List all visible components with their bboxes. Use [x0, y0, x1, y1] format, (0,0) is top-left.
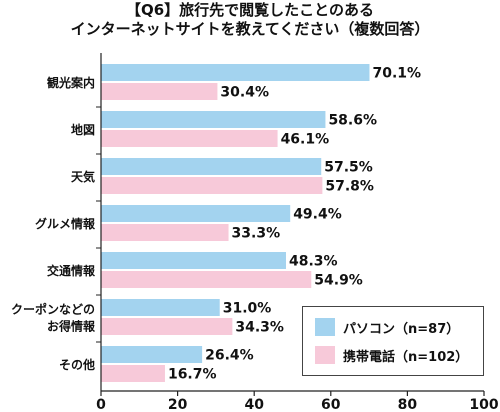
category-label-5-1: お得情報	[47, 319, 96, 334]
bar-mobile-2	[101, 177, 323, 194]
value-label-pc-0: 70.1%	[372, 66, 421, 82]
category-label-2: 天気	[71, 169, 95, 184]
bar-pc-5	[101, 299, 220, 316]
category-label-6: その他	[59, 357, 95, 372]
x-tick-label-1: 20	[168, 397, 188, 412]
value-label-pc-2: 57.5%	[324, 160, 373, 176]
category-label-1: 地図	[71, 122, 95, 137]
x-tick-label-2: 40	[244, 397, 264, 412]
legend-label-pc: パソコン（n=87）	[343, 321, 460, 337]
legend-item-mobile: 携帯電話（n=102）	[315, 345, 468, 365]
legend-item-pc: パソコン（n=87）	[315, 317, 459, 337]
bar-mobile-0	[101, 83, 218, 100]
bar-mobile-6	[101, 365, 165, 382]
bar-mobile-5	[101, 318, 233, 335]
x-tick-label-5: 100	[469, 397, 498, 412]
value-label-mobile-5: 34.3%	[235, 320, 284, 336]
value-label-mobile-0: 30.4%	[220, 85, 269, 101]
value-label-pc-4: 48.3%	[289, 254, 338, 270]
legend-swatch-pc	[315, 318, 335, 336]
bar-pc-4	[101, 252, 286, 269]
category-label-3: グルメ情報	[35, 216, 96, 231]
value-label-mobile-1: 46.1%	[281, 132, 330, 148]
bar-mobile-1	[101, 130, 278, 147]
bar-pc-6	[101, 346, 203, 363]
x-tick-label-0: 0	[96, 397, 106, 412]
value-label-mobile-4: 54.9%	[314, 273, 363, 289]
legend: パソコン（n=87） 携帯電話（n=102）	[302, 306, 484, 376]
x-tick-label-3: 60	[321, 397, 341, 412]
value-label-mobile-3: 33.3%	[232, 226, 281, 242]
value-label-pc-6: 26.4%	[205, 348, 254, 364]
category-label-5-0: クーポンなどの	[11, 302, 95, 317]
bar-mobile-4	[101, 271, 312, 288]
value-label-mobile-2: 57.8%	[325, 179, 374, 195]
chart-title-line2: インターネットサイトを教えてください（複数回答）	[70, 20, 430, 38]
value-label-pc-3: 49.4%	[293, 207, 342, 223]
value-label-pc-5: 31.0%	[223, 301, 272, 317]
bar-pc-2	[101, 158, 322, 175]
bar-pc-1	[101, 111, 326, 128]
category-label-0: 観光案内	[47, 75, 95, 90]
legend-swatch-mobile	[315, 346, 335, 364]
legend-label-mobile: 携帯電話（n=102）	[343, 349, 469, 365]
x-tick-label-4: 80	[398, 397, 418, 412]
bar-pc-0	[101, 64, 370, 81]
bar-pc-3	[101, 205, 291, 222]
chart-title-line1: 【Q6】旅行先で閲覧したことのある	[125, 1, 375, 19]
value-label-mobile-6: 16.7%	[168, 367, 217, 383]
bar-mobile-3	[101, 224, 229, 241]
category-label-4: 交通情報	[47, 263, 96, 278]
value-label-pc-1: 58.6%	[328, 113, 377, 129]
